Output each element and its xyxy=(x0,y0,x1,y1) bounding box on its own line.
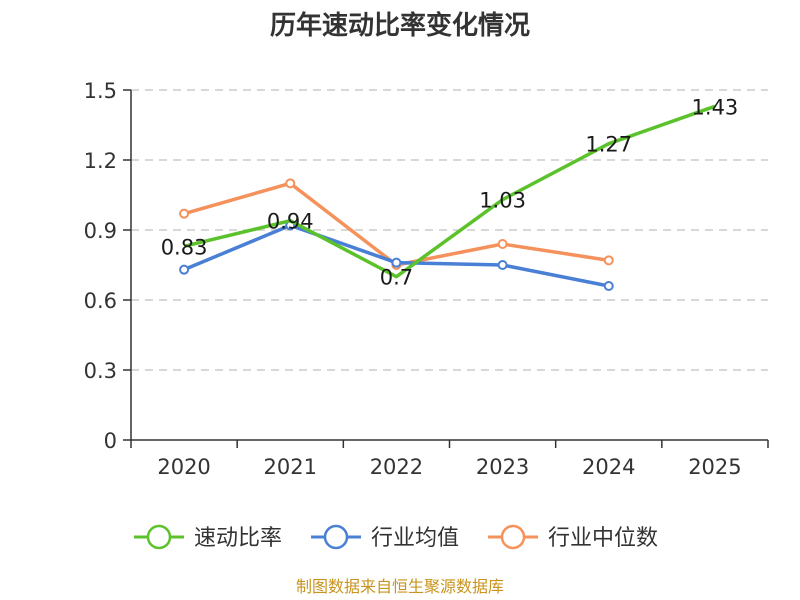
y-tick-label: 0.3 xyxy=(84,359,117,383)
y-tick-label: 0 xyxy=(104,429,117,453)
x-tick-label: 2020 xyxy=(157,455,210,479)
data-point xyxy=(497,239,508,249)
source-note: 制图数据来自恒生聚源数据库 xyxy=(296,577,504,596)
data-point xyxy=(179,264,190,275)
data-label: 0.7 xyxy=(380,266,413,290)
legend-label: 行业均值 xyxy=(371,526,459,551)
y-tick-label: 0.9 xyxy=(84,219,117,243)
x-tick-label: 2025 xyxy=(688,455,741,479)
axes: 0 0.3 0.6 0.9 1.2 1.5 2020 2021 2022 2023 2024 2025 xyxy=(84,79,769,479)
data-point xyxy=(497,260,508,270)
legend: 速动比率 行业均值 行业中位数 xyxy=(134,524,658,551)
legend-marker xyxy=(146,524,172,550)
legend-label: 速动比率 xyxy=(194,526,282,551)
y-tick-label: 1.5 xyxy=(84,79,117,103)
data-point xyxy=(179,208,190,219)
legend-label: 行业中位数 xyxy=(548,526,658,551)
legend-item: 行业中位数 xyxy=(488,524,658,551)
y-tick-label: 0.6 xyxy=(84,289,117,313)
data-point xyxy=(603,255,614,266)
legend-marker xyxy=(323,524,349,550)
data-labels: 0.83 0.94 0.7 1.03 1.27 1.43 xyxy=(161,95,739,289)
x-tick-label: 2021 xyxy=(264,455,317,479)
chart-title: 历年速动比率变化情况 xyxy=(270,10,530,41)
series-lines xyxy=(179,104,716,291)
data-label: 1.03 xyxy=(479,189,526,213)
legend-item: 行业均值 xyxy=(311,524,459,551)
y-tick-label: 1.2 xyxy=(84,149,117,173)
data-label: 1.27 xyxy=(585,133,632,157)
data-label: 0.83 xyxy=(161,235,208,259)
legend-marker xyxy=(500,524,526,550)
series-line xyxy=(183,181,610,267)
x-tick-label: 2023 xyxy=(476,455,529,479)
data-point xyxy=(391,257,402,268)
data-label: 1.43 xyxy=(692,95,739,119)
data-point xyxy=(285,178,296,189)
x-tick-label: 2022 xyxy=(370,455,423,479)
grid-lines xyxy=(131,89,768,371)
data-point xyxy=(603,281,614,291)
data-label: 0.94 xyxy=(267,210,314,234)
series-line xyxy=(183,104,716,279)
x-tick-label: 2024 xyxy=(582,455,635,479)
legend-item: 速动比率 xyxy=(134,524,282,551)
